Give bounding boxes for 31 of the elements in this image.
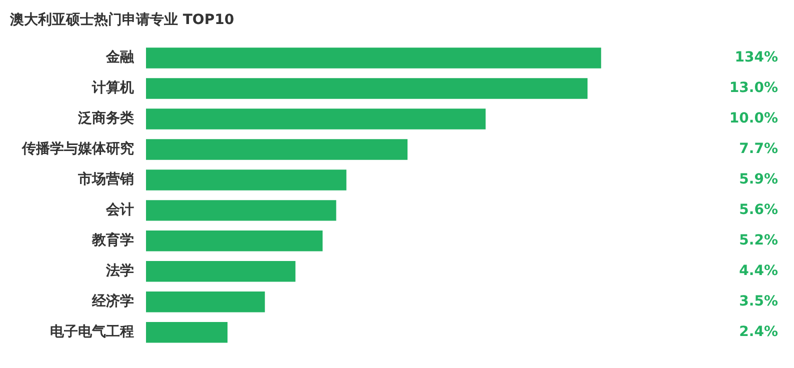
- y-tick-label: 会计: [105, 202, 134, 218]
- data-label: 5.2%: [739, 232, 778, 249]
- bar: [146, 322, 228, 343]
- y-tick-label: 电子电气工程: [50, 324, 134, 340]
- data-label: 5.6%: [739, 202, 778, 218]
- data-label: 3.5%: [739, 294, 778, 310]
- data-label: 2.4%: [739, 324, 778, 340]
- bar: [146, 170, 346, 190]
- y-tick-label: 金融: [105, 50, 135, 66]
- text: 134%: [734, 50, 778, 66]
- data-label: 13.0%: [729, 80, 778, 96]
- data-label: 4.4%: [739, 263, 778, 280]
- bar: [146, 78, 588, 99]
- data-label: 7.7%: [739, 141, 778, 158]
- bar: [146, 48, 602, 68]
- y-tick-label: 经济学: [91, 292, 134, 310]
- bar: [146, 200, 336, 221]
- bar: [146, 108, 486, 130]
- y-tick-label: 计算机: [91, 80, 134, 96]
- y-tick-label: 泛商务类: [77, 110, 134, 127]
- chart-title: 澳大利亚硕士热门申请专业 TOP10: [9, 11, 234, 28]
- bar: [146, 261, 296, 282]
- bar: [146, 139, 408, 160]
- bar: [146, 230, 323, 252]
- bar: [146, 292, 265, 312]
- y-tick-label: 教育学: [91, 232, 134, 249]
- data-label: 10.0%: [729, 110, 778, 127]
- data-label: 5.9%: [739, 172, 778, 188]
- y-tick-label: 传播学与媒体研究: [21, 140, 134, 158]
- y-tick-label: 市场营销: [77, 170, 134, 188]
- y-tick-label: 法学: [105, 263, 134, 280]
